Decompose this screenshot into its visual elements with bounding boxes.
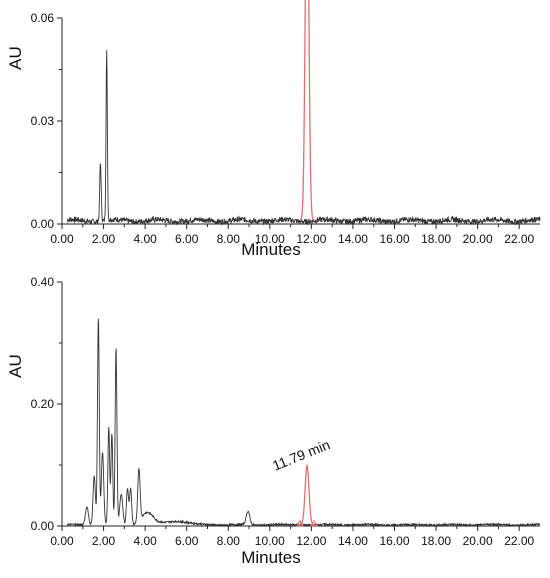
chromatogram-trace [66, 50, 541, 226]
y-tick-label: 0.00 [31, 217, 55, 231]
y-axis-title: AU [6, 46, 25, 70]
y-tick-label: 0.40 [31, 275, 55, 289]
x-tick-label: 10.00 [255, 232, 285, 246]
chromatogram-trace [66, 318, 541, 528]
integration-marker [296, 519, 304, 527]
x-tick-label: 0.00 [50, 232, 74, 246]
peak-annotation: 11.79 min [270, 436, 332, 473]
x-tick-label: 20.00 [463, 534, 493, 548]
x-tick-label: 14.00 [338, 534, 368, 548]
y-tick-label: 0.20 [31, 397, 55, 411]
x-tick-label: 8.00 [217, 534, 241, 548]
x-tick-label: 22.00 [504, 232, 534, 246]
x-tick-label: 12.00 [296, 232, 326, 246]
x-tick-label: 8.00 [217, 232, 241, 246]
x-tick-label: 10.00 [255, 534, 285, 548]
x-tick-label: 14.00 [338, 232, 368, 246]
x-axis-title: Minutes [241, 548, 301, 567]
chart-panel-bottom: 0.00 2.00 4.00 6.00 8.00 10.00 12.00 14.00 16.00… [6, 275, 541, 567]
x-tick-label: 18.00 [421, 232, 451, 246]
y-tick-label: 0.00 [31, 519, 55, 533]
integration-marker [310, 519, 318, 527]
x-tick-label: 12.00 [296, 534, 326, 548]
x-tick-label: 22.00 [504, 534, 534, 548]
y-tick-label: 0.03 [31, 114, 55, 128]
highlighted-peak [299, 0, 315, 222]
x-tick-label: 0.00 [50, 534, 74, 548]
x-tick-label: 18.00 [421, 534, 451, 548]
highlighted-peak [298, 464, 316, 526]
x-tick-label: 6.00 [175, 534, 199, 548]
x-tick-label: 16.00 [380, 534, 410, 548]
x-axis-title: Minutes [241, 240, 301, 259]
x-tick-label: 2.00 [92, 232, 116, 246]
x-tick-label: 16.00 [380, 232, 410, 246]
x-tick-label: 4.00 [133, 232, 157, 246]
x-tick-label: 20.00 [463, 232, 493, 246]
y-tick-label: 0.06 [31, 11, 55, 25]
x-tick-label: 4.00 [133, 534, 157, 548]
x-tick-label: 6.00 [175, 232, 199, 246]
x-tick-label: 2.00 [92, 534, 116, 548]
y-axis-title: AU [6, 354, 25, 378]
chart-panel-top: 0.00 2.00 4.00 6.00 8.00 10.00 12.00 14.00 16.00… [6, 0, 541, 259]
